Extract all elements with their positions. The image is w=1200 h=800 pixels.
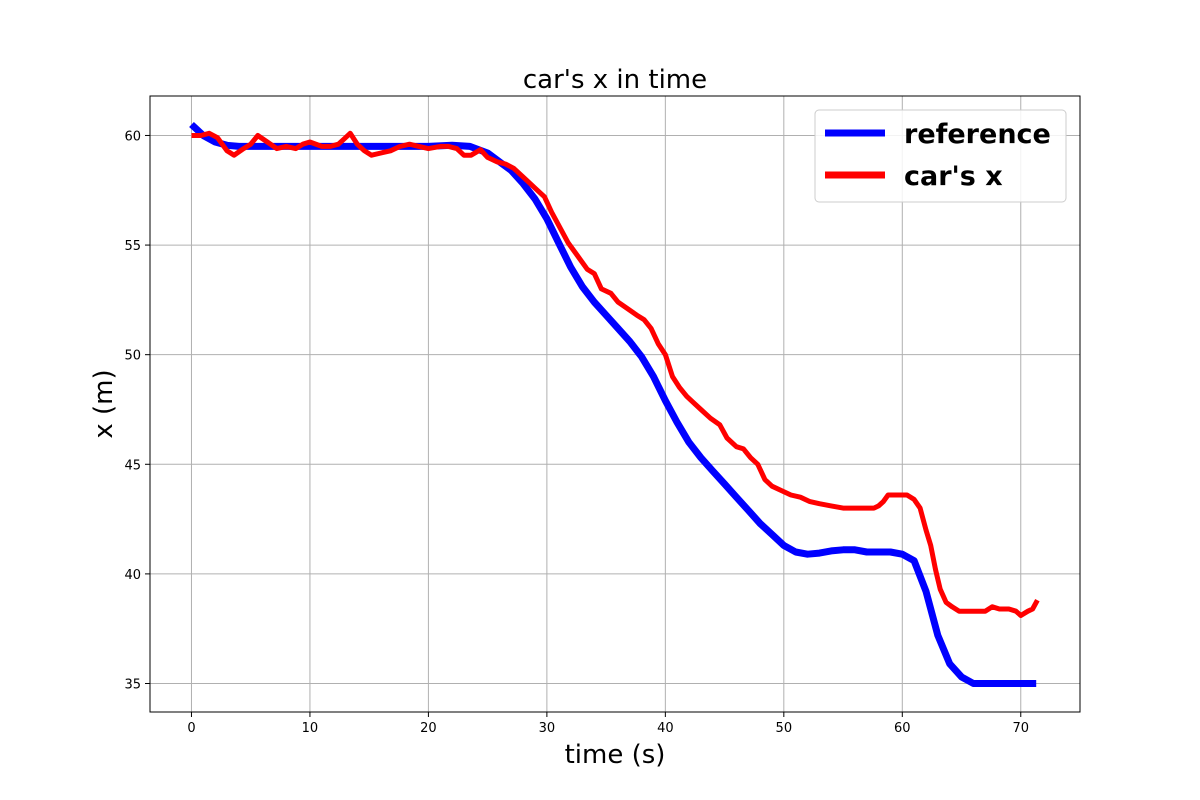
x-tick-label: 40	[657, 721, 674, 736]
y-tick-label: 55	[124, 239, 141, 254]
legend: reference car's x	[814, 109, 1067, 203]
y-axis-label: x (m)	[89, 369, 119, 438]
y-tick-label: 35	[124, 678, 141, 693]
y-tick-label: 50	[124, 349, 141, 364]
y-tick-label: 60	[124, 129, 141, 144]
x-tick-label: 0	[187, 721, 195, 736]
x-tick-label: 60	[894, 721, 911, 736]
x-tick-label: 70	[1012, 721, 1029, 736]
axis-ticks: 0 10 20 30 40 50 60 70 35 40 45 50 55 60	[124, 129, 1029, 736]
series-layer	[189, 121, 1040, 687]
y-tick-label: 45	[124, 458, 141, 473]
legend-label-cars-x: car's x	[904, 161, 1003, 192]
chart-title: car's x in time	[523, 65, 707, 95]
x-tick-label: 20	[420, 721, 437, 736]
x-tick-label: 30	[539, 721, 556, 736]
series-line-reference	[189, 121, 1037, 687]
series-line-cars-x	[191, 130, 1040, 618]
x-tick-label: 50	[776, 721, 793, 736]
y-tick-label: 40	[124, 568, 141, 583]
legend-label-reference: reference	[904, 119, 1051, 150]
x-axis-label: time (s)	[565, 740, 666, 770]
plot-frame	[149, 95, 1081, 713]
x-tick-label: 10	[302, 721, 319, 736]
